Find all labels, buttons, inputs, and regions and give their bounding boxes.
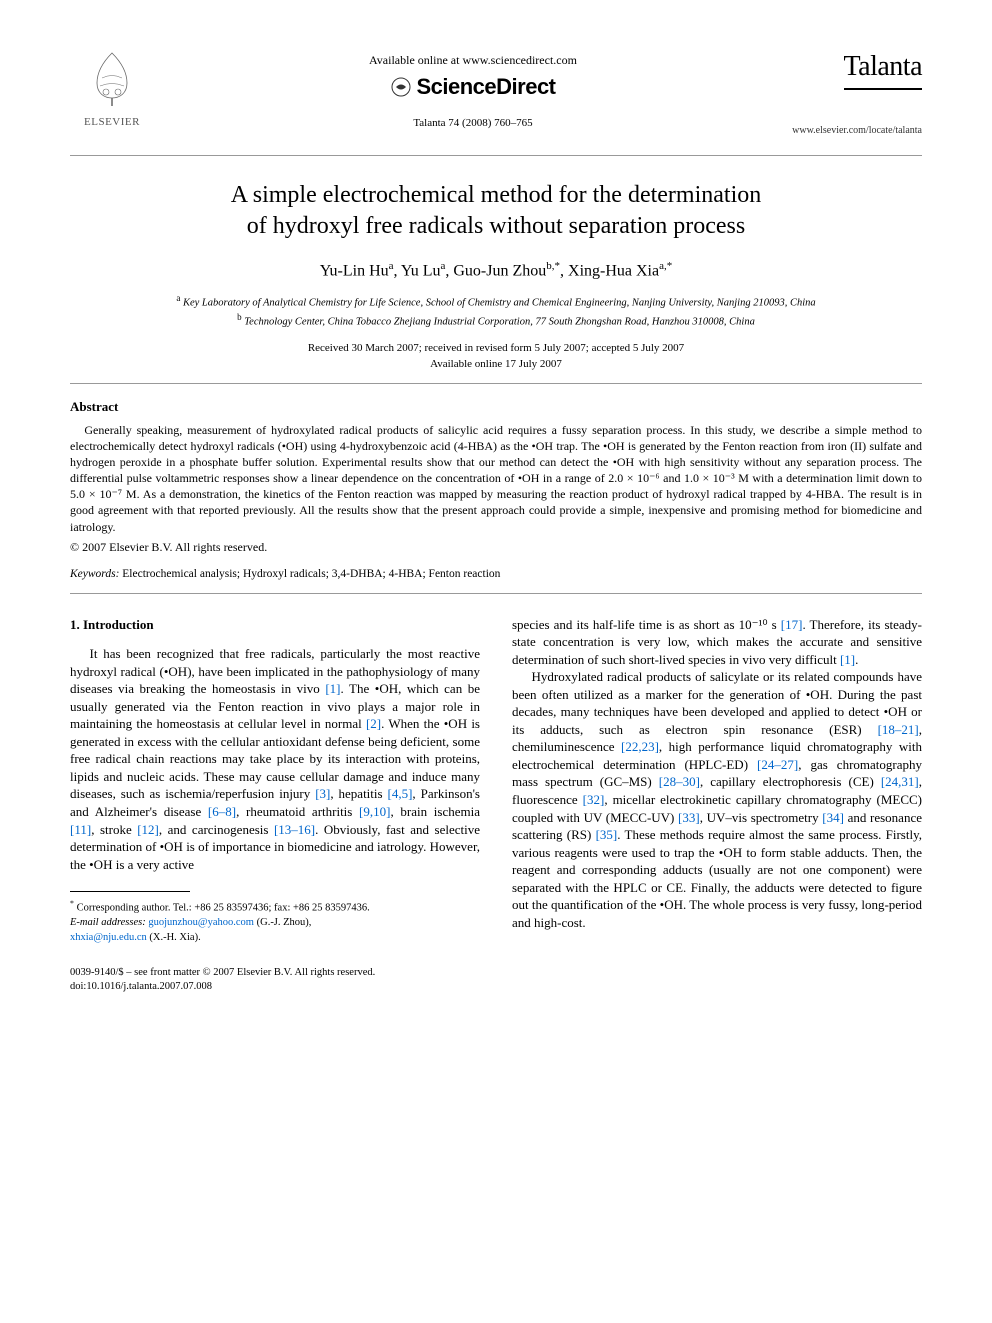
ref-22-23[interactable]: [22,23] — [621, 739, 659, 754]
email-label: E-mail addresses: — [70, 917, 146, 928]
corresponding-author-footnote: * Corresponding author. Tel.: +86 25 835… — [70, 898, 480, 946]
article-dates: Received 30 March 2007; received in revi… — [70, 340, 922, 373]
header-rule — [70, 155, 922, 156]
abstract-body: Generally speaking, measurement of hydro… — [70, 422, 922, 535]
keywords-text: Electrochemical analysis; Hydroxyl radic… — [122, 568, 500, 580]
right-column: species and its half-life time is as sho… — [512, 616, 922, 946]
footer-doi: doi:10.1016/j.talanta.2007.07.008 — [70, 981, 212, 992]
intro-para-2: Hydroxylated radical products of salicyl… — [512, 668, 922, 931]
copyright-line: © 2007 Elsevier B.V. All rights reserved… — [70, 539, 922, 555]
abstract-top-rule — [70, 383, 922, 384]
intro-heading: 1. Introduction — [70, 616, 480, 634]
intro-para-1-cont: species and its half-life time is as sho… — [512, 616, 922, 669]
corr-author-text: Corresponding author. Tel.: +86 25 83597… — [77, 903, 370, 914]
journal-logo: Talanta — [844, 48, 923, 90]
article-title: A simple electrochemical method for the … — [70, 180, 922, 242]
ref-13-16[interactable]: [13–16] — [274, 822, 315, 837]
page-footer: 0039-9140/$ – see front matter © 2007 El… — [70, 966, 922, 995]
email-2[interactable]: xhxia@nju.edu.cn — [70, 932, 147, 943]
ref-2[interactable]: [2] — [366, 716, 381, 731]
email-1-name: (G.-J. Zhou), — [257, 917, 312, 928]
ref-3[interactable]: [3] — [315, 786, 330, 801]
center-header: Available online at www.sciencedirect.co… — [154, 48, 792, 131]
email-2-name: (X.-H. Xia). — [149, 932, 200, 943]
author-4: Xing-Hua Xia — [568, 262, 659, 279]
ref-32[interactable]: [32] — [583, 792, 605, 807]
title-line-1: A simple electrochemical method for the … — [231, 182, 761, 208]
sciencedirect-wordmark: ScienceDirect — [416, 72, 555, 102]
ref-11[interactable]: [11] — [70, 822, 91, 837]
journal-logo-block: Talanta www.elsevier.com/locate/talanta — [792, 48, 922, 137]
ref-34[interactable]: [34] — [822, 810, 844, 825]
ref-33[interactable]: [33] — [678, 810, 700, 825]
author-2-aff: a — [440, 260, 445, 272]
author-1: Yu-Lin Hu — [320, 262, 389, 279]
affiliations: a Key Laboratory of Analytical Chemistry… — [70, 292, 922, 330]
intro-para-1: It has been recognized that free radical… — [70, 645, 480, 873]
ref-28-30[interactable]: [28–30] — [659, 774, 700, 789]
body-columns: 1. Introduction It has been recognized t… — [70, 616, 922, 946]
available-date: Available online 17 July 2007 — [430, 358, 562, 370]
abstract-heading: Abstract — [70, 398, 922, 416]
ref-18-21[interactable]: [18–21] — [878, 722, 919, 737]
ref-35[interactable]: [35] — [596, 827, 618, 842]
header-row: ELSEVIER Available online at www.science… — [70, 48, 922, 137]
ref-1b[interactable]: [1] — [840, 652, 855, 667]
footnote-rule — [70, 891, 190, 892]
available-online-text: Available online at www.sciencedirect.co… — [154, 52, 792, 68]
ref-6-8[interactable]: [6–8] — [208, 804, 236, 819]
publisher-logo: ELSEVIER — [70, 48, 154, 129]
author-3-aff: b, — [546, 260, 554, 272]
authors-line: Yu-Lin Hua, Yu Lua, Guo-Jun Zhoub,*, Xin… — [70, 259, 922, 282]
ref-4-5[interactable]: [4,5] — [388, 786, 413, 801]
left-column: 1. Introduction It has been recognized t… — [70, 616, 480, 946]
ref-12[interactable]: [12] — [137, 822, 159, 837]
publisher-name: ELSEVIER — [70, 115, 154, 130]
author-2: Yu Lu — [401, 262, 441, 279]
ref-9-10[interactable]: [9,10] — [359, 804, 390, 819]
email-1[interactable]: guojunzhou@yahoo.com — [148, 917, 254, 928]
author-3-corr: * — [555, 260, 561, 272]
keywords-label: Keywords: — [70, 568, 119, 580]
ref-24-31[interactable]: [24,31] — [881, 774, 919, 789]
affil-a: Key Laboratory of Analytical Chemistry f… — [183, 297, 816, 308]
journal-url: www.elsevier.com/locate/talanta — [792, 124, 922, 138]
keywords-line: Keywords: Electrochemical analysis; Hydr… — [70, 567, 922, 583]
sciencedirect-icon — [390, 76, 412, 98]
abstract-bottom-rule — [70, 593, 922, 594]
sciencedirect-row: ScienceDirect — [390, 72, 555, 102]
elsevier-tree-icon — [82, 48, 142, 108]
author-3: Guo-Jun Zhou — [453, 262, 546, 279]
author-1-aff: a — [389, 260, 394, 272]
footer-line-1: 0039-9140/$ – see front matter © 2007 El… — [70, 967, 375, 978]
author-4-aff: a, — [659, 260, 667, 272]
author-4-corr: * — [667, 260, 673, 272]
ref-1[interactable]: [1] — [325, 681, 340, 696]
journal-reference: Talanta 74 (2008) 760–765 — [154, 116, 792, 131]
title-line-2: of hydroxyl free radicals without separa… — [247, 213, 746, 239]
ref-17[interactable]: [17] — [781, 617, 803, 632]
received-date: Received 30 March 2007; received in revi… — [308, 342, 684, 354]
affil-b: Technology Center, China Tobacco Zhejian… — [244, 316, 755, 327]
ref-24-27[interactable]: [24–27] — [757, 757, 798, 772]
